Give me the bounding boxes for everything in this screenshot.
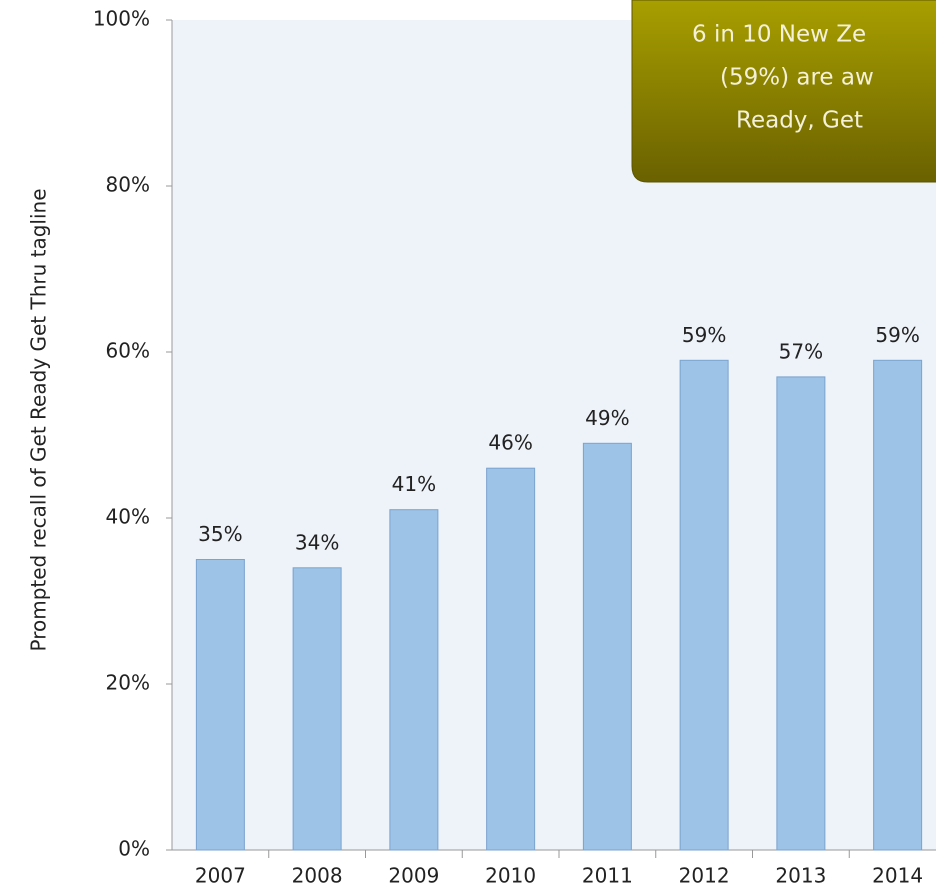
x-tick-label: 2012 (679, 864, 730, 888)
annotation-box (631, 0, 936, 183)
y-tick-label: 40% (106, 505, 150, 529)
data-label: 41% (392, 472, 436, 496)
x-tick-label: 2008 (292, 864, 343, 888)
x-tick-label: 2014 (872, 864, 923, 888)
data-label: 49% (585, 406, 629, 430)
data-label: 46% (488, 431, 532, 455)
y-tick-label: 20% (106, 671, 150, 695)
bar (679, 359, 729, 851)
bar (873, 359, 923, 851)
bar (292, 567, 342, 851)
bar (195, 559, 245, 851)
annotation-text: (59%) are aw (720, 65, 874, 91)
y-tick-label: 60% (106, 339, 150, 363)
annotation-text: 6 in 10 New Ze (692, 22, 866, 48)
data-label: 59% (682, 323, 726, 347)
y-axis-label: Prompted recall of Get Ready Get Thru ta… (27, 188, 51, 651)
bar (776, 376, 826, 851)
annotation-text: Ready, Get (736, 108, 863, 134)
bar (486, 467, 536, 851)
x-tick-label: 2007 (195, 864, 246, 888)
x-tick-label: 2011 (582, 864, 633, 888)
x-tick-label: 2010 (485, 864, 536, 888)
data-label: 35% (198, 522, 242, 546)
data-label: 59% (875, 323, 919, 347)
x-tick-label: 2013 (775, 864, 826, 888)
bar (582, 442, 632, 851)
data-label: 57% (779, 339, 823, 363)
y-tick-label: 0% (118, 837, 150, 861)
y-tick-label: 80% (106, 173, 150, 197)
data-label: 34% (295, 530, 339, 554)
bar (389, 509, 439, 851)
x-tick-label: 2009 (388, 864, 439, 888)
y-tick-label: 100% (93, 7, 150, 31)
